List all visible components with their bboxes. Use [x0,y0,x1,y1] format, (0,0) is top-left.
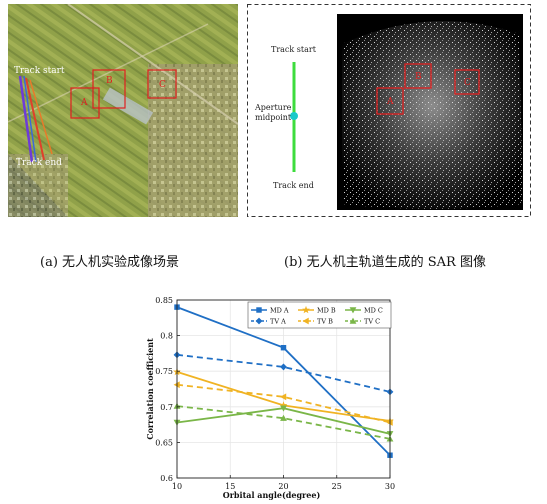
track-line-purple [18,75,34,163]
series-line-tv-a [176,353,391,393]
uav-scene-image: B A C Track start Track end [8,4,238,217]
x-tick-label: 20 [278,482,288,491]
uav-scene-photo: B A C Track start Track end [8,4,238,217]
legend: MD A MD B MD C TV A TV B TV C [247,301,392,329]
y-tick-label: 0.75 [155,367,173,376]
legend-marker-tv-c [349,317,357,324]
x-tick-label: 10 [172,482,182,491]
sar-track-end-label: Track end [273,181,314,190]
sar-panel: Track start Aperture midpoint Track end … [247,4,531,218]
legend-marker-md-c [349,307,357,314]
correlation-line-chart: 10 15 20 25 30 0.6 0.65 0.7 0.75 0.8 0.85 Orbital a… [145,296,395,500]
caption-b: (b) 无人机主轨道生成的 SAR 图像 [284,255,486,270]
legend-label-tv-c: TV C [364,318,380,326]
data-point-md-a [280,344,287,351]
data-point-md-c [280,405,287,412]
y-tick-label: 0.6 [160,474,173,483]
legend-marker-md-b [302,305,310,314]
legend-box [247,301,392,329]
y-tick-label: 0.7 [160,403,173,412]
x-tick-label: 30 [385,482,395,491]
series-line-tv-c [176,405,391,440]
region-label-a: A [80,98,88,108]
series-line-tv-b [176,383,391,424]
legend-label-tv-a: TV A [270,318,286,326]
data-point-tv-c [280,414,287,421]
y-tick-label: 0.85 [155,296,173,305]
region-label-b: B [106,76,113,86]
x-axis-label: Orbital angle(degree) [223,490,321,500]
x-tick-label: 25 [332,482,342,491]
legend-label-md-b: MD B [317,307,336,315]
region-box-b [92,69,126,109]
legend-label-md-a: MD A [270,307,289,315]
sar-region-box-c [454,69,480,95]
axes: 10 15 20 25 30 0.6 0.65 0.7 0.75 0.8 0.85 Orbital a… [145,296,395,500]
track-line-red [25,77,45,161]
y-axis-label: Correlation coefficient [145,338,155,440]
y-tick-label: 0.8 [160,332,173,341]
region-box-a [70,87,100,119]
sar-region-box-b [404,63,432,89]
sar-region-box-a [376,87,404,115]
sar-region-label-b: B [415,72,422,82]
aperture-midpoint-dot [290,112,298,120]
legend-label-md-c: MD C [364,307,383,315]
sar-region-label-a: A [386,97,394,107]
region-box-c [147,69,177,99]
data-point-tv-a [280,363,287,371]
data-point-md-b [279,401,288,409]
legend-marker-tv-b [302,317,309,325]
data-point-tv-b [280,393,287,401]
sar-figure: Track start Aperture midpoint Track end … [247,4,531,217]
track-end-label: Track end [16,158,62,168]
legend-label-tv-b: TV B [317,318,333,326]
caption-a: (a) 无人机实验成像场景 [40,255,180,270]
x-tick-label: 15 [225,482,235,491]
sar-region-label-c: C [464,78,471,88]
aperture-label: Aperture [254,103,292,112]
region-label-c: C [159,80,166,90]
midpoint-label: midpoint [255,113,292,122]
track-start-label: Track start [14,66,65,76]
y-tick-label: 0.65 [155,438,173,447]
legend-marker-md-a [256,307,262,313]
series-lines [173,304,394,458]
sar-track-start-label: Track start [271,45,317,54]
